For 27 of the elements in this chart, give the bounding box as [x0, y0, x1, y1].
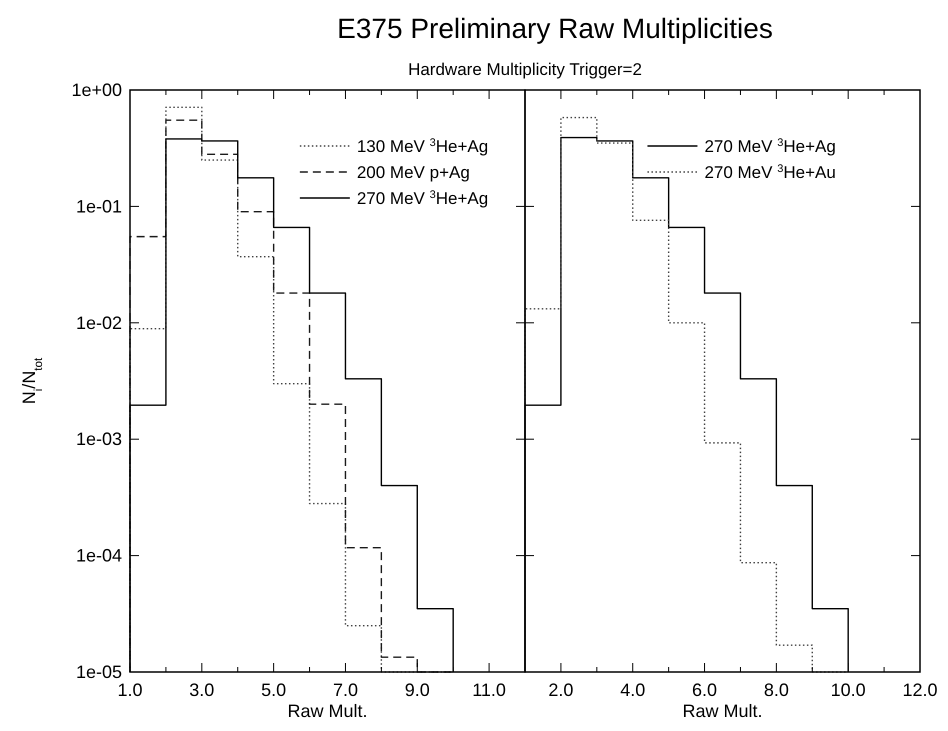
- x-tick-label: 11.0: [472, 680, 506, 700]
- legend-label: 270 MeV $^{3}$He+Ag: [356, 189, 488, 208]
- y-tick-label: 1e+00: [71, 80, 122, 100]
- legend-label: 270 MeV $^{3}$He+Au: [704, 163, 836, 182]
- y-tick-label: 1e-02: [76, 312, 122, 333]
- x-tick-label: 5.0: [261, 680, 286, 700]
- x-tick-label: 12.0: [902, 680, 938, 700]
- x-tick-label: 6.0: [692, 680, 718, 700]
- legend-label: 200 MeV p+Ag: [356, 163, 470, 182]
- x-axis-title: Raw Mult.: [287, 701, 368, 721]
- x-tick-label: 3.0: [189, 680, 214, 700]
- y-tick-label: 1e-05: [76, 662, 122, 682]
- x-tick-label: 9.0: [404, 680, 430, 700]
- x-tick-label: 2.0: [548, 680, 574, 700]
- y-tick-label: 1e-01: [76, 196, 122, 216]
- x-axis-title: Raw Mult.: [682, 701, 763, 721]
- y-tick-label: 1e-03: [76, 429, 122, 450]
- x-tick-label: 10.0: [830, 680, 866, 700]
- x-tick-label: 8.0: [764, 680, 789, 700]
- x-tick-label: 7.0: [332, 680, 358, 700]
- legend-label: 130 MeV $^{3}$He+Ag: [356, 137, 488, 156]
- x-tick-label: 1.0: [117, 680, 143, 700]
- x-tick-label: 4.0: [620, 680, 646, 700]
- y-tick-label: 1e-04: [76, 546, 122, 566]
- chart-title: E375 Preliminary Raw Multiplicities: [337, 13, 773, 44]
- chart-subtitle: Hardware Multiplicity Trigger=2: [408, 60, 642, 79]
- legend-label: 270 MeV $^{3}$He+Ag: [704, 137, 836, 156]
